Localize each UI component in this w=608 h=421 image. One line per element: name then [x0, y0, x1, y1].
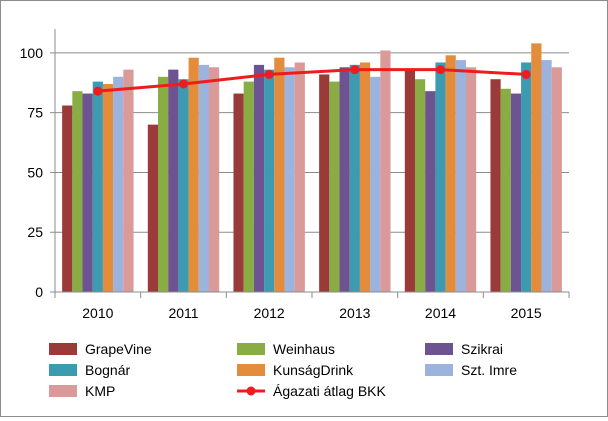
line-point-2012: [264, 69, 274, 79]
bar-grapevine-2011: [147, 124, 158, 293]
legend-swatch: [49, 343, 77, 355]
bar-grapevine-2012: [233, 93, 244, 293]
legend-label: Weinhaus: [273, 341, 335, 357]
bar-bognar-2013: [349, 64, 360, 292]
legend-label: Szt. Imre: [461, 362, 517, 378]
legend-label: GrapeVine: [85, 341, 152, 357]
bar-szt-imre-2010: [113, 76, 124, 293]
bar-bognar-2015: [521, 62, 532, 292]
bar-kmp-2013: [380, 50, 391, 292]
bar-szikrai-2013: [339, 67, 350, 292]
x-tick-label: 2015: [511, 305, 542, 321]
line-point-2010: [93, 86, 103, 96]
bar-weinhaus-2011: [158, 76, 169, 293]
legend-label: KunságDrink: [273, 362, 354, 378]
legend-swatch: [425, 343, 453, 355]
bar-weinhaus-2010: [72, 91, 83, 292]
line-point-2013: [350, 65, 360, 75]
bar-grapevine-2010: [62, 105, 73, 292]
bar-szt-imre-2011: [198, 64, 209, 292]
x-tick-label: 2014: [425, 305, 456, 321]
x-tick-label: 2012: [254, 305, 285, 321]
line-point-2011: [179, 79, 188, 89]
bar-kmp-2015: [551, 67, 562, 292]
bar-grapevine-2014: [404, 69, 415, 293]
bar-kmp-2012: [294, 62, 305, 292]
bar-kunsagdrink-2015: [531, 43, 542, 292]
legend-label: KMP: [85, 383, 115, 399]
x-tick-label: 2013: [339, 305, 370, 321]
x-tick-label: 2010: [82, 305, 113, 321]
bar-kmp-2014: [466, 67, 477, 292]
legend: GrapeVine Weinhaus Szikrai Bognár KunságDrin…: [49, 341, 517, 399]
y-tick-label: 50: [27, 164, 43, 180]
y-tick-label: 100: [20, 45, 44, 61]
bar-grapevine-2013: [319, 74, 330, 292]
bar-kunsagdrink-2013: [359, 62, 371, 292]
legend-item-szt-imre: Szt. Imre: [425, 362, 517, 378]
bar-szt-imre-2013: [370, 76, 381, 293]
y-tick-label: 75: [27, 105, 43, 121]
bar-weinhaus-2014: [415, 79, 426, 292]
bar-bognar-2010: [92, 81, 103, 292]
line-point-2014: [436, 65, 445, 75]
legend-item-szikrai: Szikrai: [425, 341, 503, 357]
bar-bognar-2012: [264, 69, 275, 293]
axes: 0 25 50 75 100 2010 2011 2012 2013 2014 2015: [20, 29, 570, 321]
bar-kunsagdrink-2012: [274, 57, 285, 292]
y-tick-label: 25: [27, 224, 43, 240]
bar-kunsagdrink-2010: [102, 83, 114, 292]
y-tick-label: 0: [35, 284, 43, 300]
legend-item-agazati-atlag-bkk: Ágazati átlag BKK: [237, 383, 387, 399]
bars: [62, 43, 562, 293]
x-tick-label: 2011: [168, 305, 198, 321]
legend-swatch: [425, 364, 453, 376]
bar-szt-imre-2012: [284, 67, 295, 292]
legend-swatch: [49, 385, 77, 397]
legend-item-kmp: KMP: [49, 383, 115, 399]
bar-weinhaus-2012: [243, 81, 254, 292]
legend-swatch: [49, 364, 77, 376]
bar-szikrai-2012: [253, 64, 265, 292]
bar-kunsagdrink-2011: [188, 57, 199, 292]
bar-weinhaus-2013: [329, 81, 340, 292]
legend-label: Szikrai: [461, 341, 503, 357]
legend-item-bognar: Bognár: [49, 362, 130, 378]
legend-item-weinhaus: Weinhaus: [237, 341, 335, 357]
bar-szikrai-2015: [510, 93, 522, 293]
legend-item-grapevine: GrapeVine: [49, 341, 152, 357]
line-point-2015: [521, 69, 531, 79]
line-agazati-atlag-bkk: [97, 68, 527, 93]
bar-kunsagdrink-2014: [445, 55, 456, 292]
gridlines: [55, 52, 569, 233]
legend-item-kunsagdrink: KunságDrink: [237, 362, 354, 378]
bar-szikrai-2014: [425, 91, 436, 292]
bar-szt-imre-2014: [455, 60, 466, 292]
legend-swatch: [237, 343, 265, 355]
bar-grapevine-2015: [490, 79, 501, 292]
bar-kmp-2010: [123, 69, 134, 293]
bar-weinhaus-2015: [500, 88, 511, 292]
average-line: [93, 65, 531, 96]
bar-bognar-2011: [178, 79, 189, 292]
bar-szikrai-2010: [82, 93, 93, 293]
bar-bognar-2014: [435, 62, 446, 292]
bar-kmp-2011: [209, 67, 220, 292]
legend-swatch: [237, 364, 265, 376]
legend-label: Ágazati átlag BKK: [273, 383, 387, 399]
bar-szikrai-2011: [168, 69, 179, 293]
legend-label: Bognár: [85, 362, 130, 378]
legend-swatch-marker: [246, 386, 256, 396]
bar-szt-imre-2015: [541, 60, 552, 292]
